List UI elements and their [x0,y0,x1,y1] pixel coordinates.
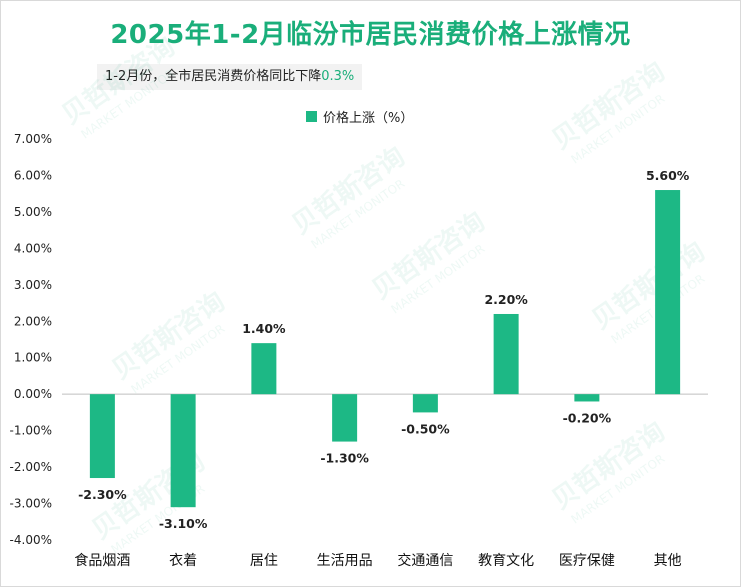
category-label: 医疗保健 [559,553,615,569]
summary-note-text: 1-2月份，全市居民消费价格同比下降 [105,69,322,84]
y-tick-label: 7.00% [14,132,52,146]
bar [170,394,196,508]
data-label: 1.40% [242,321,286,336]
bar [493,313,519,395]
y-tick-label: 0.00% [14,387,52,401]
y-tick-label: 3.00% [14,278,52,292]
y-tick-label: -4.00% [10,533,52,547]
y-tick-label: 6.00% [14,168,52,182]
chart-title: 2025年1-2月临汾市居民消费价格上涨情况 [110,20,631,50]
y-tick-label: -3.00% [10,497,52,511]
data-label: -0.20% [563,410,612,425]
data-label: 2.20% [484,292,528,307]
y-tick-label: 1.00% [14,351,52,365]
bar [655,190,681,395]
data-label: -1.30% [320,451,369,466]
y-tick-label: 2.00% [14,314,52,328]
category-label: 居住 [250,553,278,569]
category-label: 食品烟酒 [74,552,130,569]
data-label: -0.50% [401,421,450,436]
y-tick-label: 4.00% [14,241,52,255]
bar [89,394,115,479]
summary-note-highlight: 0.3% [321,69,355,84]
bar [332,394,358,442]
data-label: -2.30% [78,487,127,502]
category-label: 教育文化 [478,553,534,569]
y-tick-label: -1.00% [10,424,52,438]
category-label: 交通通信 [397,552,453,569]
y-tick-label: 5.00% [14,205,52,219]
y-tick-label: -2.00% [10,460,52,474]
category-label: 衣着 [169,553,197,569]
bar [412,394,438,413]
legend-swatch [306,111,317,122]
data-label: -3.10% [159,516,208,531]
category-label: 其他 [654,553,682,569]
legend-label: 价格上涨（%） [323,111,414,126]
legend: 价格上涨（%） [306,107,413,126]
category-label: 生活用品 [317,553,373,569]
summary-note: 1-2月份，全市居民消费价格同比下降0.3% [97,64,363,90]
bar [574,394,600,402]
bar [251,343,277,395]
data-label: 5.60% [646,168,690,183]
